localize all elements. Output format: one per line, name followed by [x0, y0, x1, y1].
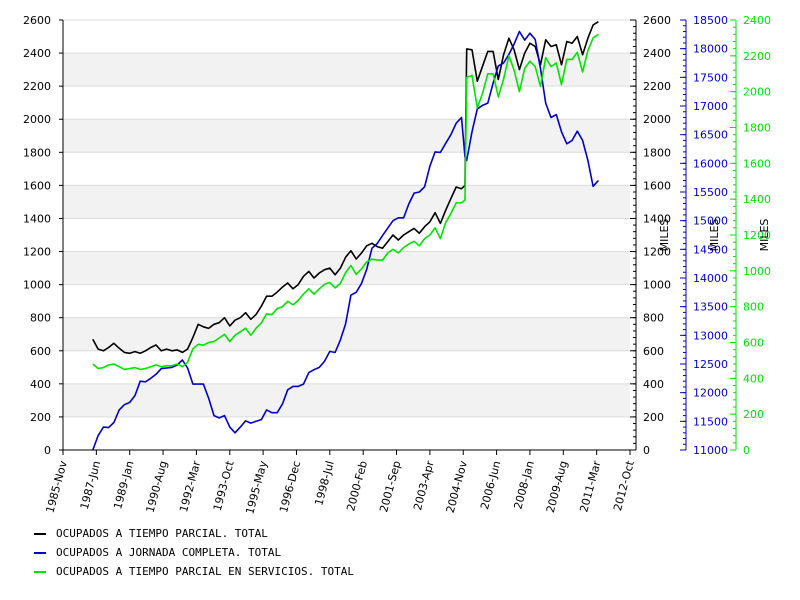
- right2-axis-title: MILES: [708, 219, 721, 252]
- right3-axis-tick-label: 2000: [743, 86, 771, 99]
- right1-axis-tick-label: 2000: [643, 113, 671, 126]
- series-line-1: [92, 21, 599, 355]
- right3-axis-tick-label: 1000: [743, 265, 771, 278]
- right1-axis-tick-label: 1600: [643, 179, 671, 192]
- legend-item: OCUPADOS A TIEMPO PARCIAL. TOTAL: [34, 524, 354, 543]
- x-axis-tick-label: 2008-Jan: [511, 459, 536, 510]
- x-axis-tick-label: 2003-Apr: [411, 459, 437, 512]
- x-axis-tick-label: 1995-May: [243, 459, 270, 516]
- series-group: [92, 21, 599, 451]
- right1-axis-tick-label: 2600: [643, 14, 671, 27]
- background-band: [63, 185, 630, 219]
- right2-axis-tick-label: 13500: [693, 301, 728, 314]
- right3-axis-tick-label: 600: [743, 337, 764, 350]
- right2-axis-tick-label: 15000: [693, 215, 728, 228]
- right3-axis-tick-label: 1400: [743, 193, 771, 206]
- right1-axis-title: MILES: [658, 219, 671, 252]
- right2-axis-tick-label: 18500: [693, 14, 728, 27]
- legend-label: OCUPADOS A TIEMPO PARCIAL EN SERVICIOS. …: [56, 565, 355, 578]
- x-axis-tick-label: 2000-Feb: [344, 459, 370, 512]
- right2-axis-tick-label: 11000: [693, 444, 728, 457]
- right2-axis-tick-label: 15500: [693, 186, 728, 199]
- right1-axis-tick-label: 2200: [643, 80, 671, 93]
- legend-swatch: [34, 551, 46, 554]
- right2-axis-tick-label: 16000: [693, 157, 728, 170]
- left-axis-tick-label: 0: [44, 444, 51, 457]
- right3-axis-tick-label: 400: [743, 372, 764, 385]
- right3-axis-tick-label: 1800: [743, 122, 771, 135]
- right1-axis-tick-label: 1400: [643, 212, 671, 225]
- legend-item: OCUPADOS A TIEMPO PARCIAL EN SERVICIOS. …: [34, 562, 354, 581]
- right3-axis-tick-label: 0: [743, 444, 750, 457]
- right1-axis-tick-label: 1200: [643, 246, 671, 259]
- right2-axis-tick-label: 17000: [693, 100, 728, 113]
- right3-axis-tick-label: 1600: [743, 157, 771, 170]
- right1-axis-tick-label: 600: [643, 345, 664, 358]
- legend-label: OCUPADOS A TIEMPO PARCIAL. TOTAL: [56, 527, 268, 540]
- x-axis-tick-label: 1990-Aug: [144, 459, 170, 514]
- left-axis-tick-label: 400: [30, 378, 51, 391]
- left-axis-tick-label: 2200: [23, 80, 51, 93]
- x-axis-tick-label: 2001-Sep: [377, 459, 403, 513]
- right3-axis-tick-label: 1200: [743, 229, 771, 242]
- right2-axis-tick-label: 16500: [693, 129, 728, 142]
- legend-label: OCUPADOS A JORNADA COMPLETA. TOTAL: [56, 546, 282, 559]
- background-band: [63, 119, 630, 153]
- right3-axis-tick-label: 200: [743, 408, 764, 421]
- x-axis-tick-label: 1985-Nov: [44, 459, 71, 514]
- legend-item: OCUPADOS A JORNADA COMPLETA. TOTAL: [34, 543, 354, 562]
- right2-axis-tick-label: 18000: [693, 43, 728, 56]
- left-axis-tick-label: 800: [30, 312, 51, 325]
- left-axis-tick-label: 1200: [23, 246, 51, 259]
- x-axis-tick-label: 1996-Dec: [277, 459, 303, 514]
- right1-axis-tick-label: 1800: [643, 146, 671, 159]
- right2-axis-tick-label: 13000: [693, 329, 728, 342]
- right2-axis-tick-label: 17500: [693, 71, 728, 84]
- right1-axis-tick-label: 200: [643, 411, 664, 424]
- left-axis-tick-label: 600: [30, 345, 51, 358]
- left-axis-tick-label: 1400: [23, 212, 51, 225]
- left-axis-tick-label: 1800: [23, 146, 51, 159]
- x-axis-tick-label: 1993-Oct: [211, 459, 237, 513]
- background-band: [63, 383, 630, 417]
- x-axis-tick-label: 2006-Jun: [478, 459, 503, 510]
- x-axis-tick-label: 1998-Jul: [312, 459, 336, 507]
- legend: OCUPADOS A TIEMPO PARCIAL. TOTAL OCUPADOS…: [34, 524, 354, 581]
- legend-swatch: [34, 570, 46, 573]
- x-axis-tick-label: 1987-Jun: [78, 459, 103, 510]
- x-axis-tick-label: 2009-Aug: [544, 459, 570, 514]
- right3-axis-tick-label: 2400: [743, 14, 771, 27]
- right3-axis-tick-label: 2200: [743, 50, 771, 63]
- legend-swatch: [34, 532, 46, 535]
- x-axis-tick-label: 2004-Nov: [444, 459, 471, 514]
- x-axis-tick-label: 2011-Mar: [577, 459, 603, 514]
- right1-axis-tick-label: 800: [643, 312, 664, 325]
- left-axis-tick-label: 1600: [23, 179, 51, 192]
- right2-axis-tick-label: 14000: [693, 272, 728, 285]
- right2-axis-tick-label: 12500: [693, 358, 728, 371]
- series-line-3: [92, 33, 599, 371]
- x-axis-tick-label: 1992-Mar: [177, 459, 203, 514]
- right2-axis-tick-label: 11500: [693, 415, 728, 428]
- x-axis-tick-label: 1989-Jan: [111, 459, 136, 510]
- x-axis-tick-label: 2012-Oct: [611, 459, 637, 513]
- left-axis-tick-label: 2400: [23, 47, 51, 60]
- right2-axis-tick-label: 14500: [693, 243, 728, 256]
- left-axis-tick-label: 2600: [23, 14, 51, 27]
- right3-axis-tick-label: 800: [743, 301, 764, 314]
- left-axis-tick-label: 200: [30, 411, 51, 424]
- right1-axis-tick-label: 2400: [643, 47, 671, 60]
- left-axis-tick-label: 1000: [23, 279, 51, 292]
- right1-axis-tick-label: 400: [643, 378, 664, 391]
- plot-background: [63, 53, 630, 417]
- right1-axis-tick-label: 0: [643, 444, 650, 457]
- right3-axis-title: MILES: [758, 219, 771, 252]
- right2-axis-tick-label: 12000: [693, 387, 728, 400]
- left-axis-tick-label: 2000: [23, 113, 51, 126]
- right1-axis-tick-label: 1000: [643, 279, 671, 292]
